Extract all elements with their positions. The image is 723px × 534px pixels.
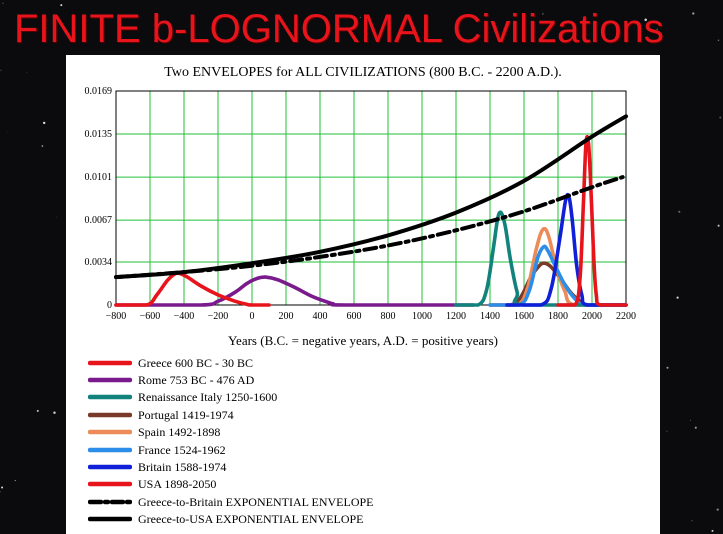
x-tick-label: −400	[174, 311, 195, 322]
legend-swatch	[88, 499, 132, 505]
star	[656, 28, 658, 30]
star	[36, 409, 39, 412]
star	[716, 508, 719, 511]
legend-swatch	[88, 482, 132, 487]
legend-label: Greece-to-Britain EXPONENTIAL ENVELOPE	[138, 494, 374, 509]
chart-plot: −800 −600 −400 −200 0 200 400 600 800 1000 1200 140…	[85, 86, 637, 322]
series-line-greece-to-usa-exponential-envelope	[114, 114, 628, 280]
star	[14, 480, 16, 482]
y-tick-label: 0.0101	[85, 172, 113, 183]
x-tick-label: 2200	[616, 311, 636, 322]
x-tick-label: 800	[381, 311, 396, 322]
star	[0, 491, 1, 493]
x-tick-label: 400	[313, 311, 328, 322]
star	[7, 132, 8, 133]
legend-swatch	[88, 464, 132, 470]
legend-label: Britain 1588-1974	[138, 460, 227, 475]
star	[542, 13, 544, 15]
series-line-renaissance-italy-1250-1600	[454, 210, 628, 307]
x-tick-label: −200	[208, 311, 229, 322]
legend-item: USA 1898-2050	[88, 476, 648, 493]
series-line-rome-753-bc-476-ad	[114, 275, 475, 307]
y-tick-label: 0.0067	[85, 215, 113, 226]
legend-label: Greece-to-USA EXPONENTIAL ENVELOPE	[138, 512, 364, 527]
star	[43, 121, 46, 125]
x-tick-label: −600	[140, 311, 161, 322]
legend-swatch	[88, 516, 132, 522]
legend-swatch	[88, 412, 132, 418]
legend-item: France 1524-1962	[88, 441, 648, 458]
legend-item: Rome 753 BC - 476 AD	[88, 371, 648, 388]
star	[694, 426, 697, 429]
star	[666, 366, 669, 369]
star	[53, 411, 56, 414]
star	[2, 2, 4, 5]
legend-label: Renaissance Italy 1250-1600	[138, 390, 278, 405]
chart-title: Two ENVELOPES for ALL CIVILIZATIONS (800…	[164, 65, 562, 80]
star	[711, 529, 714, 532]
series-line-greece-600-bc-30-bc	[114, 271, 271, 307]
y-tick-label: 0.0034	[85, 257, 113, 268]
star	[676, 296, 679, 299]
x-axis-label: Years (B.C. = negative years, A.D. = pos…	[227, 333, 499, 348]
star	[717, 224, 720, 227]
y-tick-label: 0	[107, 300, 112, 311]
x-tick-label: −800	[106, 311, 127, 322]
star	[503, 27, 506, 30]
x-tick-label: 200	[279, 311, 294, 322]
star	[678, 210, 681, 213]
star	[644, 18, 647, 22]
legend-label: Spain 1492-1898	[138, 425, 221, 440]
legend-swatch	[88, 377, 132, 383]
legend-swatch	[88, 395, 132, 400]
x-tick-label: 600	[347, 311, 362, 322]
legend-item: Portugal 1419-1974	[88, 406, 648, 423]
chart-legend: Greece 600 BC - 30 BC Rome 753 BC - 476 A…	[88, 354, 648, 528]
star	[691, 520, 693, 522]
x-tick-label: 1600	[514, 311, 534, 322]
star	[122, 41, 124, 43]
chart-panel: −800 −600 −400 −200 0 200 400 600 800 1000 1200 140…	[66, 55, 660, 534]
y-tick-label: 0.0135	[85, 129, 113, 140]
star	[690, 419, 692, 421]
legend-item: Renaissance Italy 1250-1600	[88, 389, 648, 406]
series-line-spain-1492-1898	[488, 226, 628, 307]
star	[666, 430, 668, 432]
legend-label: Greece 600 BC - 30 BC	[138, 355, 253, 370]
x-tick-label: 1000	[412, 311, 432, 322]
star	[692, 12, 695, 15]
legend-swatch	[88, 360, 132, 365]
star	[60, 4, 63, 7]
slide-title: FINITE b-LOGNORMAL Civilizations	[14, 7, 664, 51]
series-line-usa-1898-2050	[556, 135, 628, 307]
legend-item: Britain 1588-1974	[88, 458, 648, 475]
star	[717, 39, 720, 41]
legend-label: France 1524-1962	[138, 442, 226, 457]
star	[719, 116, 722, 119]
star	[359, 17, 361, 18]
legend-label: Portugal 1419-1974	[138, 407, 234, 422]
legend-swatch	[88, 430, 132, 435]
legend-label: Rome 753 BC - 476 AD	[138, 373, 255, 388]
star	[0, 69, 2, 72]
legend-item: Greece-to-Britain EXPONENTIAL ENVELOPE	[88, 493, 648, 510]
x-tick-label: 1800	[548, 311, 568, 322]
star	[55, 216, 57, 218]
legend-label: USA 1898-2050	[138, 477, 217, 492]
star	[41, 145, 44, 147]
legend-item: Spain 1492-1898	[88, 424, 648, 441]
legend-swatch	[88, 447, 132, 452]
x-tick-label: 1400	[480, 311, 500, 322]
x-tick-label: 2000	[582, 311, 602, 322]
y-tick-label: 0.0169	[85, 86, 113, 97]
star	[26, 72, 28, 73]
legend-item: Greece-to-USA EXPONENTIAL ENVELOPE	[88, 511, 648, 528]
star	[1, 486, 4, 489]
legend-item: Greece 600 BC - 30 BC	[88, 354, 648, 371]
x-tick-label: 1200	[446, 311, 466, 322]
x-tick-label: 0	[250, 311, 255, 322]
